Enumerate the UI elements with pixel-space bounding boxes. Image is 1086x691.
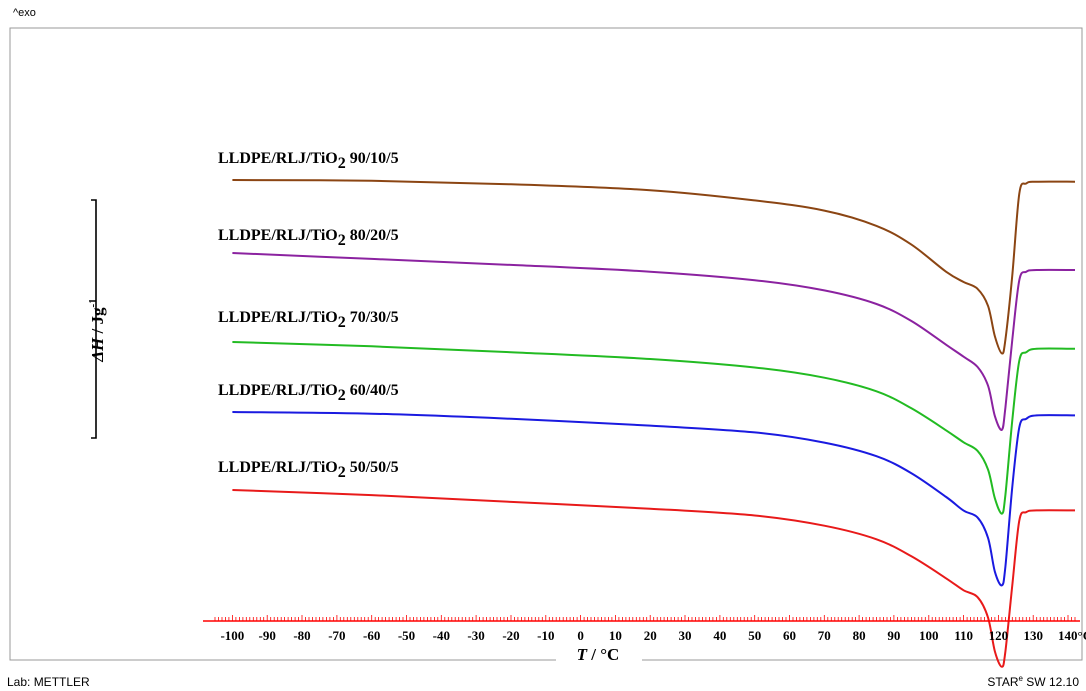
x-axis-title-unit: / °C [587,645,619,664]
series-label-name: LLDPE/RLJ/TiO [218,459,338,476]
x-tick-label: 100 [919,628,939,643]
series-label-subscript: 2 [338,464,346,481]
x-tick-label: -30 [467,628,484,643]
series-line-5 [232,489,1076,668]
series-layer [232,179,1076,668]
y-axis-title-unit: / Jg [88,307,107,338]
x-tick-label: 40 [713,628,726,643]
series-line-4 [232,411,1076,587]
series-label-3: LLDPE/RLJ/TiO2 70/30/5 [218,309,399,331]
software-brand-superscript: e [1019,674,1024,683]
exo-direction-label: ^exo [13,7,36,19]
y-axis-title-exponent: -1 [87,298,99,307]
x-axis-title-symbol: T [577,645,588,664]
x-tick-label: 120 [989,628,1009,643]
x-tick-label: -10 [537,628,554,643]
x-tick-label: -70 [328,628,345,643]
x-tick-label: 20 [644,628,657,643]
x-tick-label: 140°C [1058,628,1086,643]
software-version-label: STARe SW 12.10 [987,674,1079,689]
series-label-ratio: 50/50/5 [346,459,399,476]
x-tick-label: -50 [398,628,415,643]
x-tick-label: 110 [954,628,973,643]
x-tick-label: -100 [220,628,244,643]
software-version: SW 12.10 [1023,675,1079,689]
x-tick-label: -20 [502,628,519,643]
x-tick-label: 70 [818,628,831,643]
series-label-name: LLDPE/RLJ/TiO [218,227,338,244]
y-axis-title: ΔH / Jg-1 [87,298,107,362]
series-label-4: LLDPE/RLJ/TiO2 60/40/5 [218,382,399,404]
x-tick-label: 50 [748,628,761,643]
series-label-2: LLDPE/RLJ/TiO2 80/20/5 [218,227,399,249]
series-label-subscript: 2 [338,314,346,331]
x-tick-labels: -100 -90 -80 -70 -60 -50 -40 -30 -20 -10 0 10 20 30 40… [220,628,1086,643]
x-tick-label: -90 [259,628,276,643]
x-tick-label: -40 [433,628,450,643]
lab-label: Lab: METTLER [7,675,90,689]
y-scale-bracket [91,199,97,439]
series-line-3 [232,341,1076,515]
series-label-subscript: 2 [338,155,346,172]
x-axis-title: T / °C [577,645,620,664]
y-scale-bar [91,199,97,439]
x-tick-label: 90 [887,628,900,643]
series-label-ratio: 80/20/5 [346,227,399,244]
x-tick-label: 60 [783,628,796,643]
x-tick-label: 130 [1023,628,1043,643]
series-label-name: LLDPE/RLJ/TiO [218,382,338,399]
series-label-ratio: 60/40/5 [346,382,399,399]
series-label-5: LLDPE/RLJ/TiO2 50/50/5 [218,459,399,481]
x-tick-label: 10 [609,628,622,643]
series-label-1: LLDPE/RLJ/TiO2 90/10/5 [218,150,399,172]
x-tick-label: -60 [363,628,380,643]
series-label-ratio: 90/10/5 [346,150,399,167]
x-tick-label: -80 [293,628,310,643]
y-axis-title-symbol: ΔH [88,337,107,363]
software-brand: STAR [987,675,1018,689]
series-label-name: LLDPE/RLJ/TiO [218,309,338,326]
x-tick-label: 0 [577,628,584,643]
x-axis-ruler [203,615,1080,622]
series-label-ratio: 70/30/5 [346,309,399,326]
series-line-2 [232,252,1076,431]
plot-frame [9,27,1083,661]
x-tick-label: 30 [679,628,692,643]
series-line-1 [232,179,1076,355]
series-label-subscript: 2 [338,232,346,249]
x-tick-label: 80 [853,628,866,643]
series-label-name: LLDPE/RLJ/TiO [218,150,338,167]
series-label-subscript: 2 [338,387,346,404]
